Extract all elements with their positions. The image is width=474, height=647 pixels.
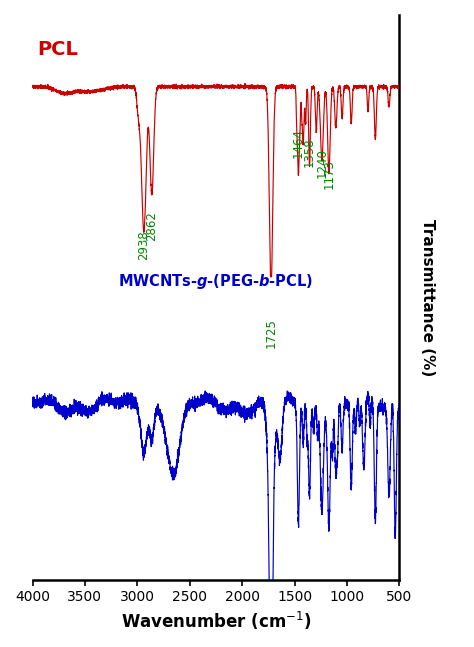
- Text: MWCNTs-$\bfit{g}$-(PEG-$\bfit{b}$-PCL): MWCNTs-$\bfit{g}$-(PEG-$\bfit{b}$-PCL): [118, 272, 314, 291]
- X-axis label: Wavenumber (cm$^{-1}$): Wavenumber (cm$^{-1}$): [121, 610, 311, 632]
- Text: 2938: 2938: [137, 230, 150, 260]
- Text: 1464: 1464: [292, 128, 305, 159]
- Text: 1240: 1240: [315, 148, 328, 177]
- Text: 1173: 1173: [322, 159, 336, 189]
- Text: 1725: 1725: [264, 318, 278, 349]
- Text: 2862: 2862: [146, 211, 158, 241]
- Text: PCL: PCL: [38, 40, 79, 59]
- Text: 1358: 1358: [303, 137, 316, 166]
- Y-axis label: Transmittance (%): Transmittance (%): [420, 219, 435, 376]
